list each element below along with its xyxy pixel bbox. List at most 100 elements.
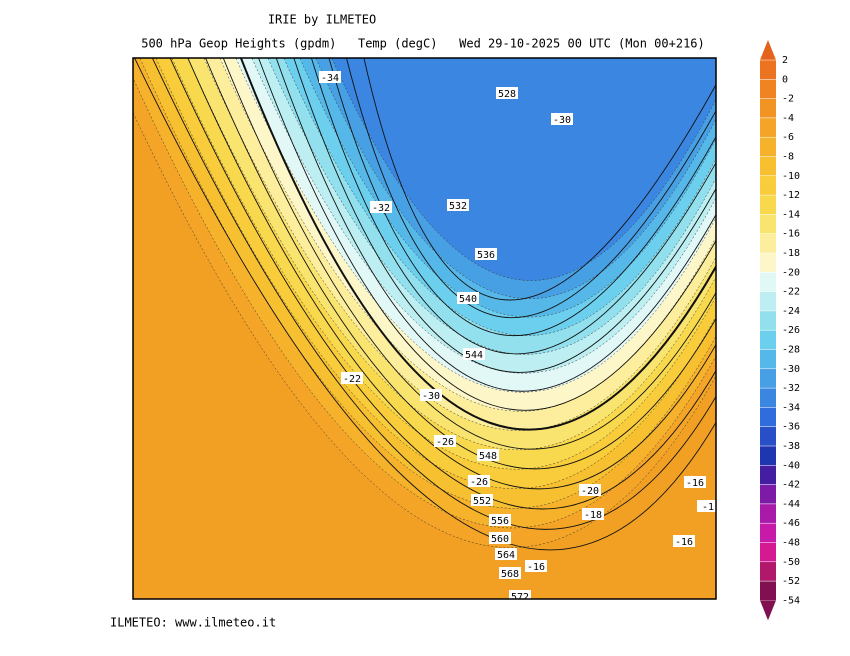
- colorbar-label: -20: [782, 267, 800, 278]
- colorbar-swatch: [760, 523, 776, 543]
- temperature-label-group: -26: [468, 475, 490, 488]
- colorbar-label: -38: [782, 441, 800, 452]
- temperature-label-box: [319, 71, 341, 83]
- colorbar-swatch: [760, 388, 776, 408]
- temperature-label-group: -34: [319, 71, 341, 84]
- colorbar-swatch: [760, 407, 776, 427]
- temperature-label: -16: [527, 562, 545, 573]
- colorbar-swatch: [760, 253, 776, 273]
- colorbar-swatch: [760, 368, 776, 389]
- colorbar-label: -8: [782, 152, 794, 163]
- height-label-box: [489, 532, 511, 544]
- colorbar-label: -40: [782, 460, 800, 471]
- colorbar-label: 2: [782, 55, 788, 66]
- isohypse: [328, 58, 716, 337]
- colorbar: 2 0 -2 -4 -6 -8 -10 -12 -14 -16 -18 -20 -22 -24 -26 -28…: [760, 40, 800, 621]
- height-label-box: [496, 87, 518, 99]
- height-label-box: [499, 567, 521, 579]
- temperature-label-box: [341, 372, 363, 384]
- isohypse: [293, 58, 716, 373]
- colorbar-swatch: [760, 195, 776, 215]
- temperature-label-group: -18: [582, 508, 604, 521]
- height-label: 552: [473, 496, 491, 507]
- colorbar-label: -36: [782, 422, 800, 433]
- colorbar-label: -46: [782, 518, 800, 529]
- isohypse: [239, 58, 716, 431]
- height-label-group: 544: [463, 348, 485, 361]
- colorbar-swatch: [760, 137, 776, 157]
- isohypse: [311, 58, 716, 355]
- colorbar-label: -2: [782, 94, 794, 105]
- height-label-box: [495, 548, 517, 560]
- height-label-group: 572: [509, 590, 531, 599]
- colorbar-swatch: [760, 426, 776, 446]
- height-label-group: 560: [489, 532, 511, 545]
- isohypse: [363, 58, 716, 301]
- temperature-label-group: -30: [551, 113, 573, 126]
- height-label-group: 568: [499, 567, 521, 580]
- colorbar-swatch: [760, 233, 776, 253]
- height-label: 568: [501, 569, 519, 580]
- temperature-label-box: [582, 508, 604, 520]
- map-frame: [132, 57, 717, 600]
- height-label-group: 556: [489, 514, 511, 527]
- height-label-box: [489, 514, 511, 526]
- colorbar-swatch: [760, 542, 776, 562]
- temperature-label-group: -26: [434, 435, 456, 448]
- colorbar-label: -48: [782, 538, 800, 549]
- colorbar-label: -28: [782, 345, 800, 356]
- height-label-group: 528: [496, 87, 518, 100]
- colorbar-label: -10: [782, 171, 800, 182]
- temperature-label: -18: [584, 510, 602, 521]
- height-label: 556: [491, 516, 509, 527]
- colorbar-swatch: [760, 156, 776, 176]
- temperature-label: -30: [553, 115, 571, 126]
- colorbar-swatch: [760, 349, 776, 369]
- temperature-label: -34: [321, 73, 339, 84]
- colorbar-label: -44: [782, 499, 800, 510]
- colorbar-swatch: [760, 98, 776, 118]
- colorbar-swatch: [760, 291, 776, 311]
- isohypse: [169, 58, 716, 510]
- height-label: 560: [491, 534, 509, 545]
- temperature-label-box: [579, 484, 601, 496]
- temperature-label-box: [525, 560, 547, 572]
- isohypse: [222, 58, 716, 450]
- temperature-label: -32: [372, 203, 390, 214]
- height-label: 564: [497, 550, 515, 561]
- height-label-box: [477, 449, 499, 461]
- height-label-box: [475, 248, 497, 260]
- colorbar-label: -12: [782, 190, 800, 201]
- colorbar-label: -6: [782, 132, 794, 143]
- temperature-label-box: [673, 535, 695, 547]
- colorbar-label: -24: [782, 306, 800, 317]
- colorbar-label: -26: [782, 325, 800, 336]
- height-label: 532: [449, 201, 467, 212]
- colorbar-label: -22: [782, 287, 800, 298]
- temperature-label-group: -32: [370, 201, 392, 214]
- temperature-label: -26: [436, 437, 454, 448]
- colorbar-swatch: [760, 581, 776, 601]
- temperature-band: [331, 58, 716, 281]
- colorbar-swatch: [760, 79, 776, 99]
- colorbar-label: -30: [782, 364, 800, 375]
- isohypse: [134, 58, 716, 551]
- temperature-label-box: [697, 500, 716, 512]
- height-label-box: [447, 199, 469, 211]
- temperature-label-box: [684, 476, 706, 488]
- colorbar-swatch: [760, 60, 776, 80]
- colorbar-label: -34: [782, 402, 800, 413]
- temperature-label-group: -22: [341, 372, 363, 385]
- temperature-label-box: [420, 389, 442, 401]
- colorbar-swatch: [760, 310, 776, 331]
- colorbar-label: -4: [782, 113, 794, 124]
- colorbar-swatch: [760, 175, 776, 196]
- temperature-label-box: [468, 475, 490, 487]
- temperature-label: -30: [422, 391, 440, 402]
- temperature-label-box: [370, 201, 392, 213]
- footer: ILMETEO: www.ilmeteo.it: [110, 616, 276, 630]
- colorbar-swatch: [760, 117, 776, 138]
- temperature-label-group: -16: [684, 476, 706, 489]
